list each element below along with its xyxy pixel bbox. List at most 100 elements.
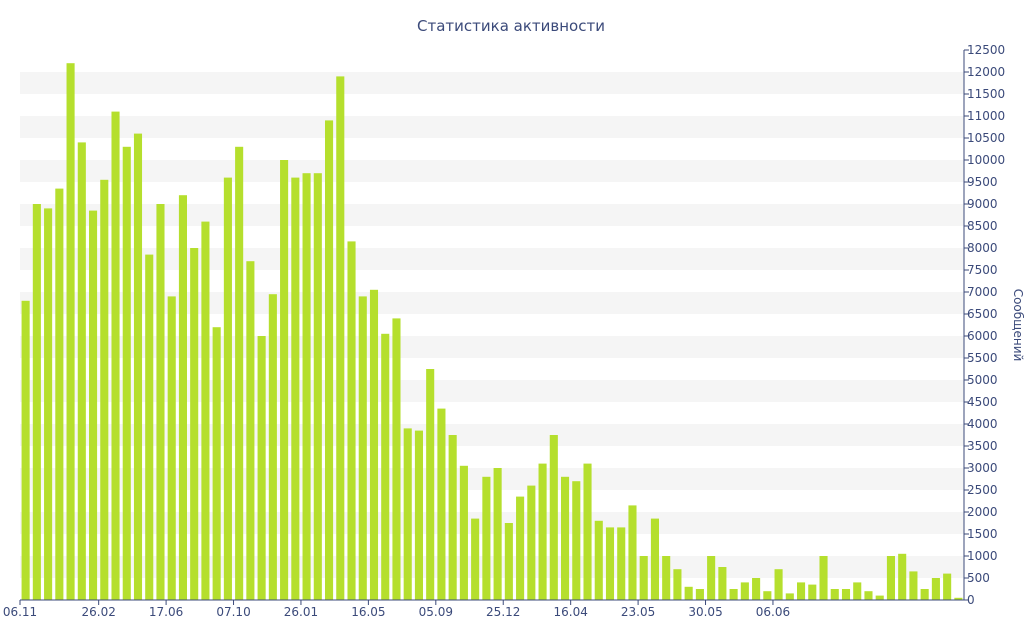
bar[interactable] (133, 133, 143, 600)
bar[interactable] (145, 254, 154, 600)
bar[interactable] (774, 569, 783, 600)
bar[interactable] (740, 582, 749, 600)
bar[interactable] (178, 195, 187, 600)
bar[interactable] (561, 476, 570, 600)
bar[interactable] (695, 589, 704, 600)
bar[interactable] (493, 468, 502, 600)
bar[interactable] (864, 591, 873, 600)
x-tick-label: 07.10 (216, 605, 250, 619)
bar[interactable] (875, 595, 884, 600)
bar[interactable] (943, 573, 952, 600)
bar[interactable] (167, 296, 176, 600)
bar[interactable] (257, 336, 266, 600)
bar[interactable] (223, 177, 232, 600)
bar[interactable] (819, 556, 828, 600)
bar[interactable] (403, 428, 412, 600)
bar[interactable] (482, 476, 491, 600)
bar[interactable] (313, 173, 322, 600)
bar[interactable] (302, 173, 311, 600)
bar[interactable] (718, 567, 727, 600)
bar[interactable] (673, 569, 682, 600)
bar[interactable] (617, 527, 626, 600)
bar[interactable] (628, 505, 637, 600)
bar[interactable] (830, 589, 839, 600)
bar[interactable] (639, 556, 648, 600)
bar[interactable] (448, 435, 457, 600)
bar[interactable] (931, 578, 940, 600)
bar[interactable] (21, 300, 30, 600)
bar[interactable] (111, 111, 120, 600)
bar[interactable] (886, 556, 895, 600)
bar[interactable] (55, 188, 64, 600)
bar[interactable] (684, 586, 693, 600)
bar[interactable] (381, 333, 390, 600)
bar[interactable] (201, 221, 210, 600)
grid-band (20, 468, 964, 490)
bar[interactable] (156, 204, 165, 600)
bar[interactable] (291, 177, 300, 600)
bar[interactable] (572, 481, 581, 600)
bar[interactable] (797, 582, 806, 600)
bar[interactable] (650, 518, 659, 600)
bar[interactable] (583, 463, 592, 600)
y-tick-label: 3500 (967, 439, 998, 453)
y-tick-label: 4500 (967, 395, 998, 409)
bar[interactable] (841, 589, 851, 600)
bar[interactable] (662, 556, 671, 600)
grid-band (20, 204, 964, 226)
bar[interactable] (909, 571, 918, 600)
bar[interactable] (336, 76, 345, 600)
y-tick-label: 12500 (967, 43, 1005, 57)
bar[interactable] (426, 369, 435, 600)
bar[interactable] (504, 523, 513, 600)
bar[interactable] (89, 210, 98, 600)
bar[interactable] (898, 553, 907, 600)
grid-band (20, 512, 964, 534)
bar[interactable] (392, 318, 401, 600)
bar[interactable] (268, 294, 277, 600)
bar[interactable] (763, 591, 772, 600)
bar[interactable] (212, 327, 221, 600)
bar[interactable] (729, 589, 738, 600)
x-tick-label: 17.06 (149, 605, 183, 619)
bar[interactable] (246, 261, 255, 600)
x-tick-label: 06.11 (3, 605, 37, 619)
bar[interactable] (853, 582, 862, 600)
bar[interactable] (358, 296, 367, 600)
bar[interactable] (122, 146, 131, 601)
bar[interactable] (66, 63, 75, 600)
bar[interactable] (280, 160, 289, 600)
bar[interactable] (77, 142, 86, 600)
bar[interactable] (594, 520, 603, 600)
bar[interactable] (459, 465, 468, 600)
y-tick-label: 2500 (967, 483, 998, 497)
bar[interactable] (100, 179, 109, 601)
bar[interactable] (44, 208, 53, 600)
bar[interactable] (235, 146, 244, 601)
bar[interactable] (471, 518, 480, 600)
y-tick-label: 5500 (967, 351, 998, 365)
bar[interactable] (549, 435, 558, 600)
bar[interactable] (538, 463, 547, 600)
bar[interactable] (516, 496, 525, 600)
bar[interactable] (527, 485, 536, 600)
bar[interactable] (437, 408, 446, 600)
bar[interactable] (808, 584, 817, 600)
y-tick-label: 6500 (967, 307, 998, 321)
bar[interactable] (369, 289, 379, 600)
y-tick-label: 6000 (967, 329, 998, 343)
x-tick-label: 05.09 (419, 605, 453, 619)
bar[interactable] (190, 248, 199, 600)
bar[interactable] (605, 527, 615, 600)
bar[interactable] (954, 597, 963, 600)
bar[interactable] (785, 593, 794, 600)
bar[interactable] (920, 589, 929, 600)
bar[interactable] (347, 241, 356, 600)
bar[interactable] (414, 430, 423, 600)
bar[interactable] (752, 578, 761, 600)
bar[interactable] (32, 204, 41, 600)
x-ticks: 06.11 26.02 17.06 07.10 26.01 16.05 05.09 25.12… (3, 600, 790, 619)
bar[interactable] (707, 556, 716, 600)
y-tick-label: 4000 (967, 417, 998, 431)
bar[interactable] (325, 120, 334, 601)
